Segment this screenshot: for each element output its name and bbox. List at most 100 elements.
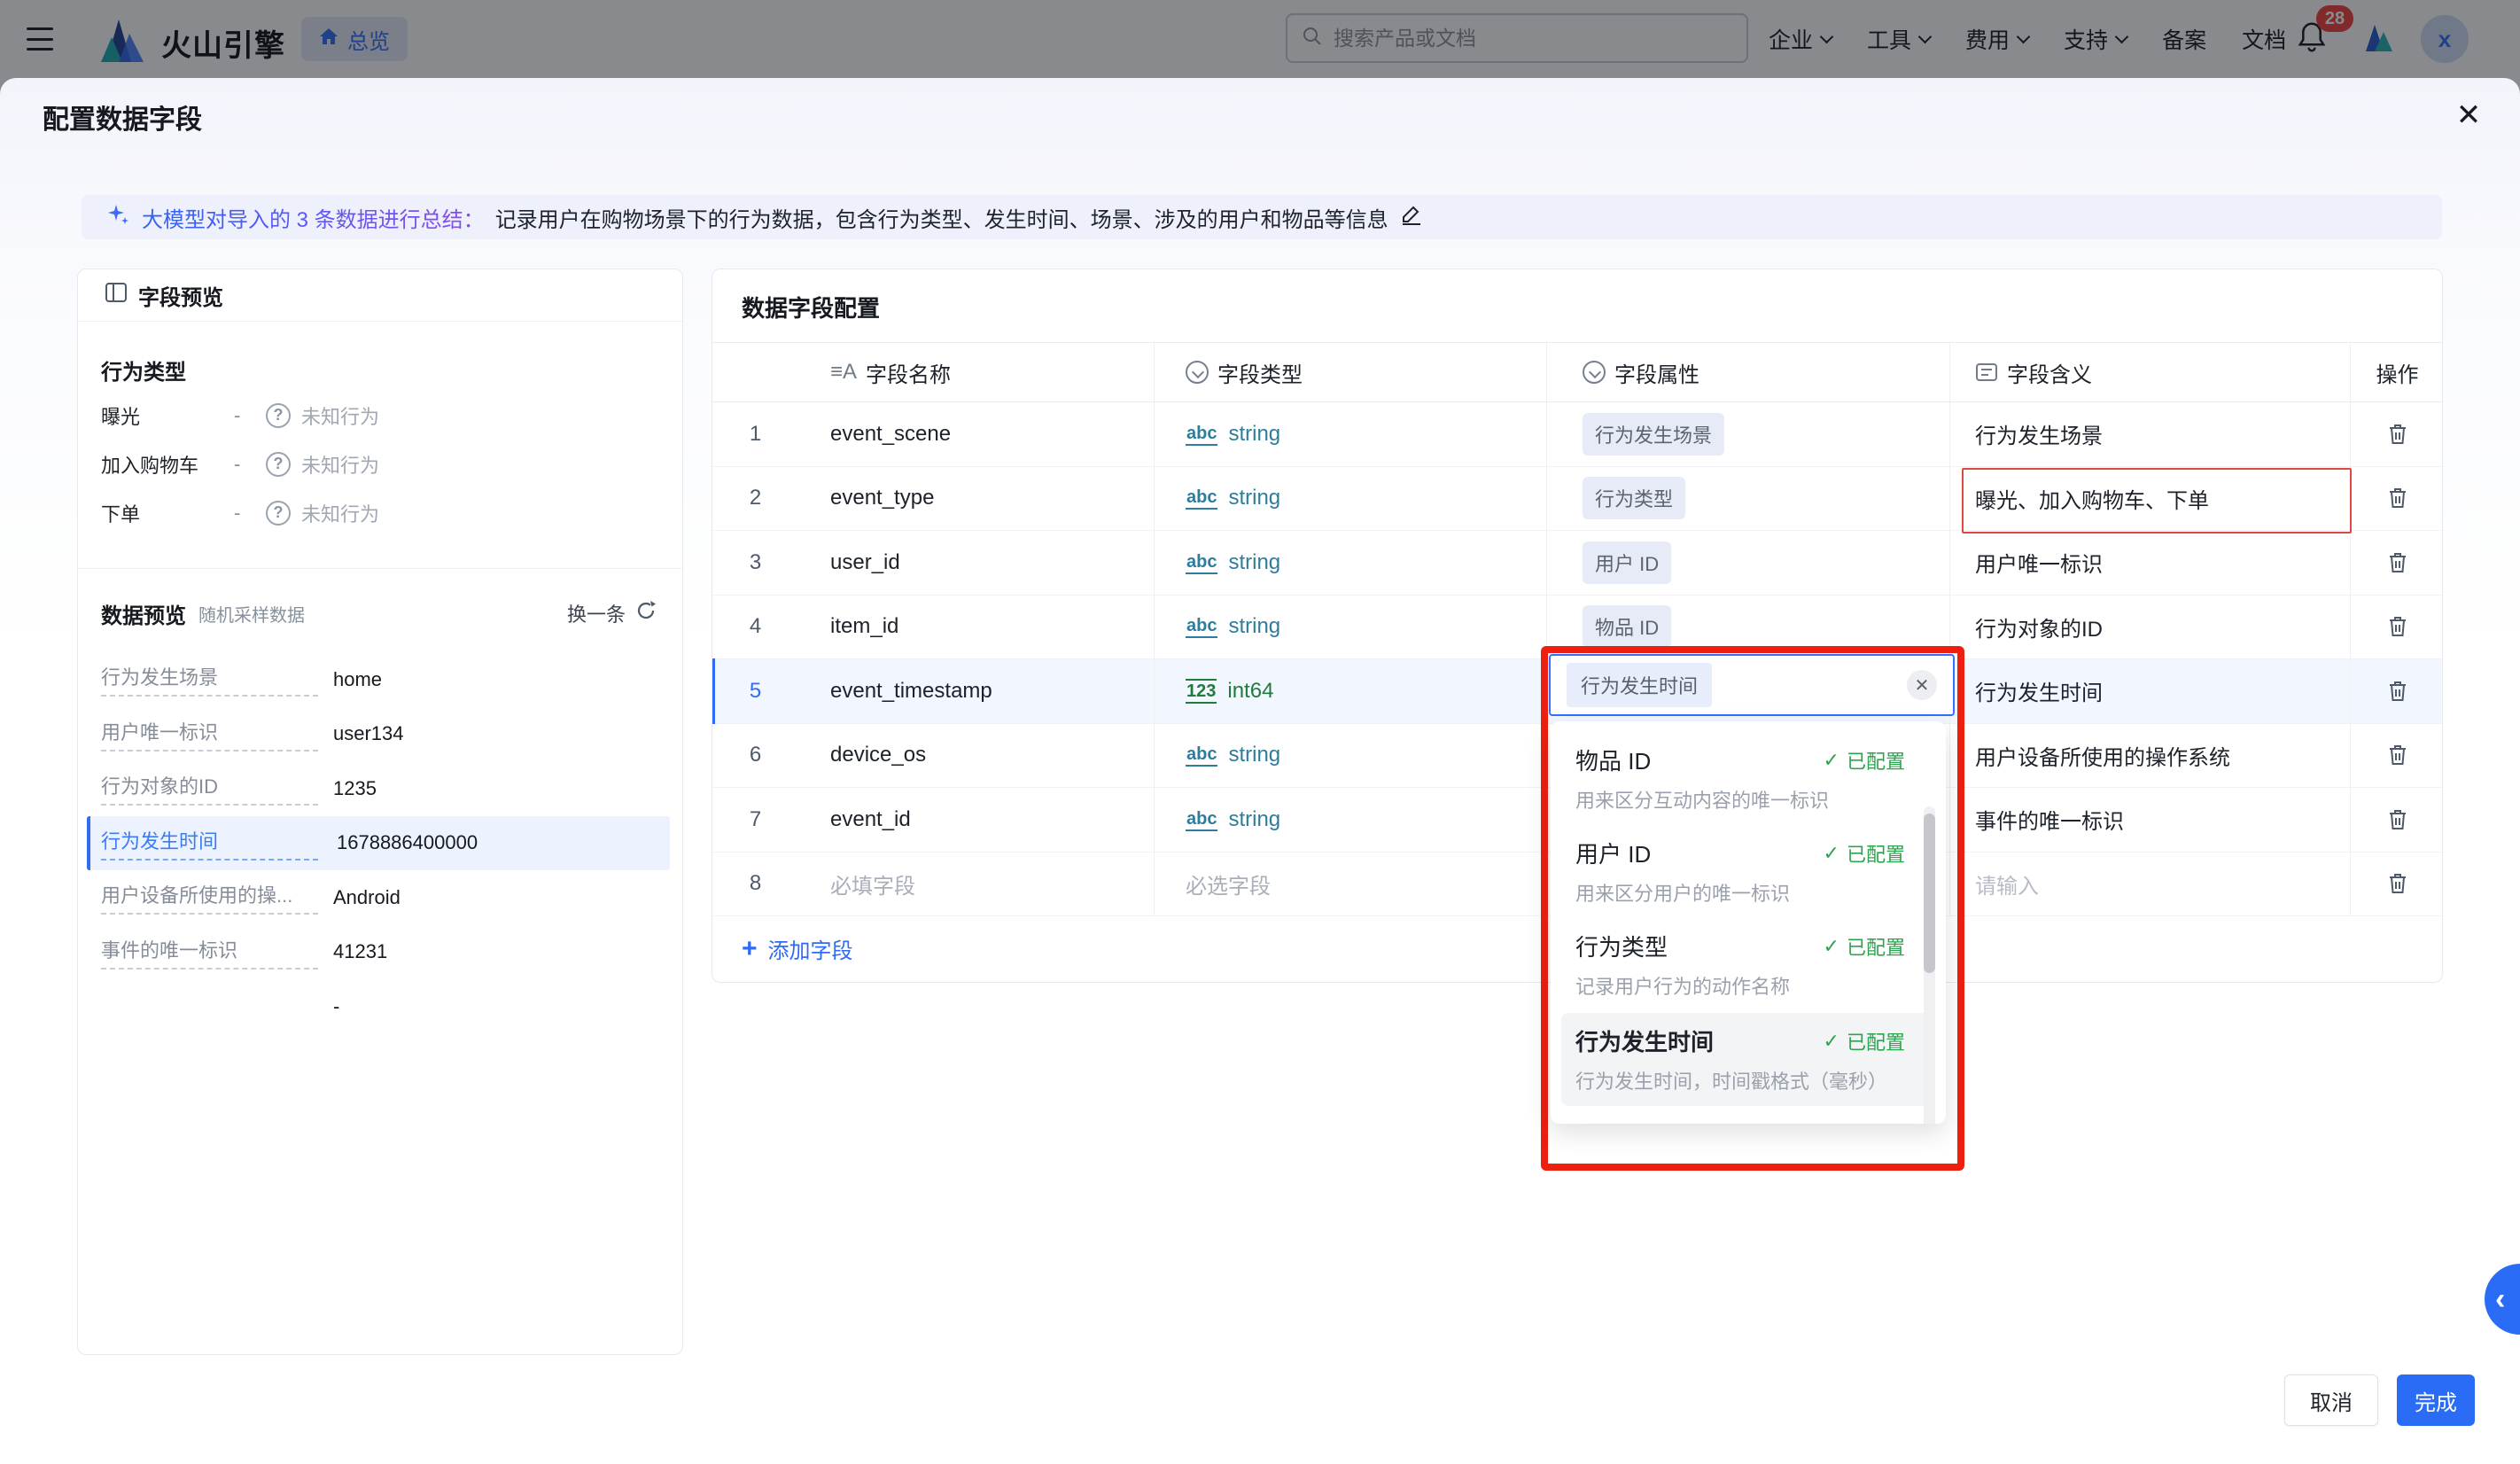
field-meaning-cell[interactable]: 事件的唯一标识 bbox=[1950, 788, 2351, 852]
banner-text: 记录用户在购物场景下的行为数据，包含行为类型、发生时间、场景、涉及的用户和物品等… bbox=[494, 207, 1388, 232]
option-status: 已配置 bbox=[1846, 843, 1905, 866]
circle-chevron-icon bbox=[1583, 361, 1606, 384]
assistant-collapse-button[interactable]: ‹ bbox=[2485, 1264, 2520, 1335]
option-title: 物品 ID bbox=[1575, 748, 1652, 775]
preview-label: 行为对象的ID bbox=[101, 771, 318, 806]
delete-row-button[interactable] bbox=[2379, 479, 2416, 518]
add-field-button[interactable]: + 添加字段 bbox=[712, 916, 2442, 981]
string-type-icon: abc bbox=[1186, 808, 1218, 831]
preview-value: 1678886400000 bbox=[337, 831, 478, 854]
dropdown-option-item-id[interactable]: 物品 ID ✓ 已配置 用来区分互动内容的唯一标识 bbox=[1551, 732, 1946, 825]
attr-select-input[interactable]: 行为发生时间 ✕ bbox=[1549, 654, 1955, 716]
resample-button[interactable]: 换一条 bbox=[567, 599, 657, 627]
dropdown-scrollbar bbox=[1924, 806, 1935, 1124]
field-preview-title: 字段预览 bbox=[138, 285, 223, 310]
col-actions: 操作 bbox=[2376, 362, 2419, 387]
delete-row-button[interactable] bbox=[2379, 607, 2416, 646]
field-meaning-cell[interactable]: 行为发生时间 bbox=[1950, 659, 2351, 723]
field-name-cell: user_id bbox=[798, 531, 1155, 595]
close-icon[interactable]: ✕ bbox=[2455, 98, 2482, 132]
delete-row-button[interactable] bbox=[2379, 736, 2416, 775]
dropdown-option-user-id[interactable]: 用户 ID ✓ 已配置 用来区分用户的唯一标识 bbox=[1551, 825, 1946, 918]
string-type-icon: abc bbox=[1186, 423, 1218, 446]
field-name-cell[interactable]: 必填字段 bbox=[798, 852, 1155, 915]
field-meaning-cell[interactable]: 用户唯一标识 bbox=[1950, 531, 2351, 595]
string-type-icon: abc bbox=[1186, 487, 1218, 510]
trash-icon bbox=[2389, 809, 2406, 829]
chevron-left-icon: ‹ bbox=[2495, 1281, 2506, 1316]
dropdown-option-behavior-type[interactable]: 行为类型 ✓ 已配置 记录用户行为的动作名称 bbox=[1551, 918, 1946, 1011]
option-title: 行为发生场景 bbox=[1575, 1119, 1714, 1124]
preview-value: Android bbox=[333, 885, 401, 908]
refresh-icon bbox=[634, 599, 657, 627]
field-type-cell: string bbox=[1228, 549, 1281, 574]
row-index: 4 bbox=[749, 614, 762, 639]
question-circle-icon: ? bbox=[266, 402, 291, 428]
trash-icon bbox=[2389, 424, 2406, 444]
configure-fields-dialog: 配置数据字段 ✕ 大模型对导入的 3 条数据进行总结： 记录用户在购物场景下的行… bbox=[0, 78, 2520, 1464]
field-meaning-cell[interactable]: 用户设备所使用的操作系统 bbox=[1950, 723, 2351, 787]
option-title: 行为类型 bbox=[1575, 934, 1668, 961]
attr-tag[interactable]: 用户 ID bbox=[1583, 541, 1672, 584]
check-icon: ✓ bbox=[1823, 841, 1839, 864]
row-index: 1 bbox=[749, 421, 762, 446]
plus-icon: + bbox=[742, 933, 758, 963]
preview-value: user134 bbox=[333, 722, 404, 745]
preview-label: 用户设备所使用的操... bbox=[101, 880, 318, 915]
field-name-icon: ≡A bbox=[830, 360, 858, 384]
delete-row-button[interactable] bbox=[2379, 415, 2416, 454]
dropdown-scrollbar-thumb[interactable] bbox=[1924, 814, 1935, 973]
field-type-cell: string bbox=[1228, 806, 1281, 831]
field-meaning-cell[interactable]: 曝光、加入购物车、下单 bbox=[1950, 466, 2351, 530]
delete-row-button[interactable] bbox=[2379, 672, 2416, 711]
trash-icon bbox=[2389, 681, 2406, 701]
edit-pencil-icon[interactable] bbox=[1399, 203, 1422, 232]
delete-row-button[interactable] bbox=[2379, 800, 2416, 839]
dropdown-option-event-scene[interactable]: 行为发生场景 ✓已配置 bbox=[1551, 1108, 1946, 1124]
field-config-title: 数据字段配置 bbox=[742, 295, 881, 322]
attr-tag[interactable]: 行为发生场景 bbox=[1583, 412, 1725, 456]
preview-row-highlighted[interactable]: 行为发生时间 1678886400000 bbox=[87, 815, 670, 870]
cancel-button[interactable]: 取消 bbox=[2284, 1374, 2378, 1426]
attr-tag[interactable]: 物品 ID bbox=[1583, 605, 1672, 649]
data-preview-header: 数据预览 随机采样数据 换一条 bbox=[78, 588, 682, 638]
col-field-attr: 字段属性 bbox=[1614, 362, 1699, 387]
row-index: 7 bbox=[749, 806, 762, 831]
delete-row-button[interactable] bbox=[2379, 543, 2416, 582]
option-status: 已配置 bbox=[1846, 1031, 1905, 1054]
field-name-cell: item_id bbox=[798, 595, 1155, 658]
question-circle-icon: ? bbox=[266, 500, 291, 526]
preview-label: 行为发生时间 bbox=[101, 826, 318, 860]
preview-value: - bbox=[333, 994, 340, 1017]
attr-tag[interactable]: 行为类型 bbox=[1583, 477, 1686, 520]
behavior-name: 下单 bbox=[101, 502, 141, 526]
field-name-cell: event_type bbox=[798, 466, 1155, 530]
trash-icon bbox=[2389, 617, 2406, 637]
table-row: 3 user_id abc string 用户 ID 用户唯一标识 bbox=[712, 531, 2442, 596]
trash-icon bbox=[2389, 874, 2406, 894]
preview-label bbox=[101, 1004, 318, 1008]
option-desc: 记录用户行为的动作名称 bbox=[1575, 976, 1791, 998]
field-meaning-input-placeholder[interactable]: 请输入 bbox=[1950, 852, 2351, 915]
field-meaning-cell[interactable]: 行为发生场景 bbox=[1950, 402, 2351, 466]
field-type-cell: string bbox=[1228, 614, 1281, 639]
table-row: 2 event_type abc string 行为类型 曝光、加入购物车、下单 bbox=[712, 466, 2442, 531]
clear-selection-icon[interactable]: ✕ bbox=[1907, 670, 1937, 700]
field-type-cell: int64 bbox=[1227, 678, 1274, 703]
dropdown-option-event-time-active[interactable]: 行为发生时间 ✓ 已配置 行为发生时间，时间戳格式（毫秒） bbox=[1561, 1013, 1935, 1106]
confirm-button[interactable]: 完成 bbox=[2397, 1374, 2475, 1426]
row-index: 3 bbox=[749, 549, 762, 574]
behavior-separator: - bbox=[234, 501, 241, 524]
field-meaning-cell[interactable]: 行为对象的ID bbox=[1950, 595, 2351, 658]
delete-row-button[interactable] bbox=[2379, 864, 2416, 903]
preview-row: 用户唯一标识 user134 bbox=[78, 707, 682, 762]
field-type-cell[interactable]: 必选字段 bbox=[1186, 874, 1271, 899]
behavior-status: 未知行为 bbox=[301, 405, 380, 428]
field-name-cell: event_timestamp bbox=[798, 659, 1155, 723]
banner-highlight: 大模型对导入的 3 条数据进行总结： bbox=[142, 202, 485, 233]
string-type-icon: abc bbox=[1186, 744, 1218, 767]
behavior-status: 未知行为 bbox=[301, 454, 380, 477]
panel-layout-icon bbox=[105, 281, 128, 310]
option-title: 行为发生时间 bbox=[1575, 1029, 1715, 1055]
